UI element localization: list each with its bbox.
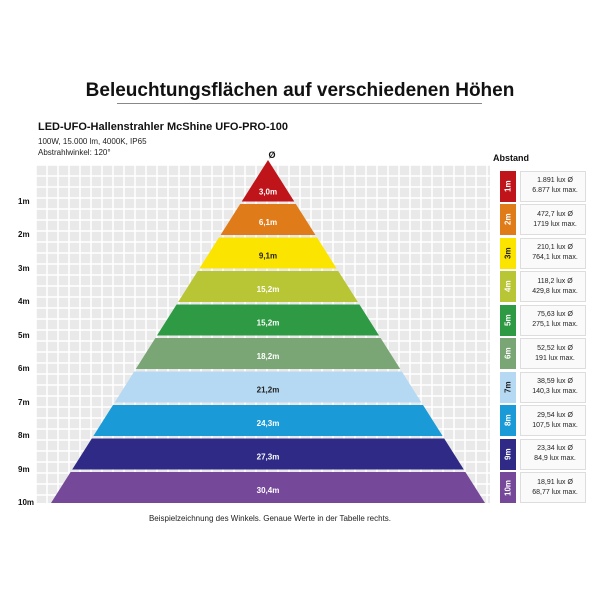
lux-average: 118,2 lux Ø (537, 277, 573, 285)
distance-swatch-label: 8m (503, 414, 513, 427)
height-label-7m: 7m (18, 397, 30, 407)
lux-maximum: 764,1 lux max. (532, 254, 578, 261)
product-name: LED-UFO-Hallenstrahler McShine UFO-PRO-1… (38, 121, 288, 133)
distance-swatch-label: 7m (503, 381, 513, 393)
diameter-label-7m: 21,2m (257, 386, 280, 395)
lux-values-6m: 52,52 lux Ø 191 lux max. (520, 338, 586, 369)
lux-values-2m: 472,7 lux Ø 1719 lux max. (520, 204, 586, 235)
distance-swatch-1m: 1m (500, 170, 516, 202)
distance-swatch-label: 1m (503, 180, 513, 192)
distance-swatch-label: 3m (503, 247, 513, 259)
lux-values-1m: 1.891 lux Ø 6.877 lux max. (520, 170, 586, 202)
lux-maximum: 275,1 lux max. (532, 321, 578, 328)
page-title: Beleuchtungsflächen auf verschiedenen Hö… (85, 80, 515, 101)
spec-line-angle: Abstrahlwinkel: 120° (38, 148, 111, 157)
distance-swatch-10m: 10m (500, 472, 516, 503)
pyramid-band-5m (156, 304, 380, 336)
lux-values-5m: 75,63 lux Ø 275,1 lux max. (520, 304, 586, 336)
height-label-10m: 10m (18, 498, 35, 507)
lux-maximum: 6.877 lux max. (532, 187, 578, 194)
lux-average: 38,59 lux Ø (537, 378, 573, 385)
lux-values-8m: 29,54 lux Ø 107,5 lux max. (520, 405, 586, 436)
diameter-label-4m: 15,2m (257, 285, 280, 294)
lux-average: 23,34 lux Ø (537, 445, 573, 452)
distance-swatch-label: 2m (503, 213, 513, 226)
spec-line-power: 100W, 15.000 lm, 4000K, IP65 (38, 137, 147, 146)
height-label-1m: 1m (18, 196, 30, 206)
lux-maximum: 191 lux max. (535, 354, 575, 362)
distance-header: Abstand (493, 153, 529, 163)
lux-average: 210,1 lux Ø (537, 244, 573, 251)
diameter-header: Ø (268, 150, 276, 160)
distance-swatch-6m: 6m (500, 338, 516, 369)
distance-swatch-5m: 5m (500, 304, 516, 336)
distance-swatch-8m: 8m (500, 405, 516, 436)
distance-swatch-9m: 9m (500, 438, 516, 470)
height-label-3m: 3m (18, 263, 30, 273)
distance-swatch-4m: 4m (500, 271, 516, 302)
distance-swatch-label: 10m (503, 479, 513, 496)
lux-maximum: 1719 lux max. (533, 220, 577, 228)
lux-average: 1.891 lux Ø (537, 177, 573, 184)
height-label-4m: 4m (18, 297, 30, 306)
product-specs: 100W, 15.000 lm, 4000K, IP65 Abstrahlwin… (38, 136, 147, 158)
pyramid-band-10m (51, 472, 485, 503)
pyramid-band-3m (199, 237, 337, 269)
lux-average: 29,54 lux Ø (537, 411, 573, 419)
distance-swatch-label: 4m (503, 280, 513, 293)
diameter-label-6m: 18,2m (257, 352, 280, 361)
lux-maximum: 140,3 lux max. (532, 388, 578, 395)
pyramid-band-6m (135, 338, 401, 369)
title-underline (117, 103, 482, 104)
lux-values-7m: 38,59 lux Ø 140,3 lux max. (520, 371, 586, 403)
pyramid-band-8m (93, 405, 443, 436)
diagram-caption: Beispielzeichnung des Winkels. Genaue We… (148, 514, 392, 523)
distance-swatch-label: 5m (503, 314, 513, 326)
lux-average: 18,91 lux Ø (537, 478, 573, 486)
lux-average: 75,63 lux Ø (537, 311, 573, 318)
height-label-6m: 6m (18, 364, 30, 373)
diameter-label-1m: 3,0m (259, 188, 277, 197)
lux-maximum: 429,8 lux max. (532, 287, 578, 295)
diameter-label-9m: 27,3m (257, 453, 280, 462)
pyramid-band-4m (178, 271, 358, 302)
height-label-9m: 9m (18, 464, 30, 474)
height-label-8m: 8m (18, 431, 30, 440)
distance-swatch-3m: 3m (500, 237, 516, 269)
lux-maximum: 84,9 lux max. (534, 455, 576, 462)
lux-values-4m: 118,2 lux Ø 429,8 lux max. (520, 271, 586, 302)
lux-values-9m: 23,34 lux Ø 84,9 lux max. (520, 438, 586, 470)
distance-swatch-2m: 2m (500, 204, 516, 235)
diameter-label-2m: 6,1m (259, 218, 277, 227)
pyramid-band-7m (114, 371, 422, 403)
lux-values-10m: 18,91 lux Ø 68,77 lux max. (520, 472, 586, 503)
pyramid-band-1m (241, 160, 295, 202)
height-label-2m: 2m (18, 230, 30, 239)
pyramid-band-2m (220, 204, 316, 235)
lux-maximum: 107,5 lux max. (532, 421, 578, 429)
pyramid-bands: 3,0m 6,1m 9,1m 15,2m 15,2m 18,2m 21,2m 24,3m 27,… (51, 160, 485, 503)
lux-average: 472,7 lux Ø (537, 210, 573, 218)
diameter-label-3m: 9,1m (259, 252, 277, 261)
distance-swatch-label: 9m (503, 448, 513, 460)
diameter-label-10m: 30,4m (257, 486, 280, 495)
pyramid-band-9m (72, 438, 464, 470)
diameter-label-5m: 15,2m (257, 319, 280, 328)
lux-average: 52,52 lux Ø (537, 344, 573, 352)
distance-swatch-7m: 7m (500, 371, 516, 403)
lux-maximum: 68,77 lux max. (532, 488, 578, 496)
height-label-5m: 5m (18, 330, 30, 340)
diameter-label-8m: 24,3m (257, 419, 280, 428)
lux-values-3m: 210,1 lux Ø 764,1 lux max. (520, 237, 586, 269)
distance-swatch-label: 6m (503, 347, 513, 360)
